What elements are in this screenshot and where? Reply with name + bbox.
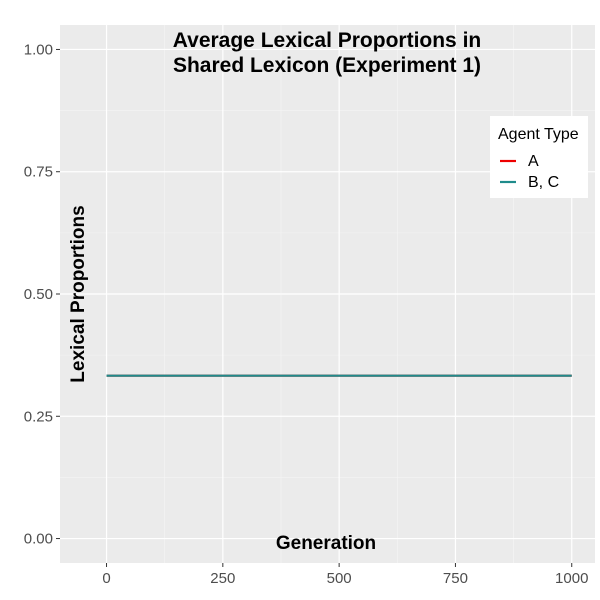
y-tick-label: 1.00 [24, 41, 53, 58]
x-axis-title: Generation [276, 533, 376, 554]
y-tick-label: 0.25 [24, 408, 53, 425]
legend-label-a: A [528, 153, 539, 170]
y-tick-label: 0.00 [24, 531, 53, 548]
legend-label-bc: B, C [528, 174, 559, 191]
chart-title-line-1: Average Lexical Proportions in [173, 29, 481, 52]
x-tick-label: 750 [443, 570, 468, 587]
x-tick-label: 500 [327, 570, 352, 587]
x-tick-label: 250 [210, 570, 235, 587]
y-tick-label: 0.50 [24, 286, 53, 303]
y-axis-title: Lexical Proportions [68, 205, 89, 382]
legend: Agent Type A B, C [490, 116, 588, 198]
y-tick-label: 0.75 [24, 164, 53, 181]
x-tick-label: 0 [102, 570, 110, 587]
legend-box [490, 116, 588, 198]
y-axis: 0.00 0.25 0.50 0.75 1.00 [24, 41, 60, 548]
x-tick-label: 1000 [555, 570, 588, 587]
major-gridlines [60, 25, 595, 563]
chart-title-line-2: Shared Lexicon (Experiment 1) [173, 54, 481, 77]
legend-title: Agent Type [498, 126, 579, 143]
x-axis: 0 250 500 750 1000 [102, 563, 588, 587]
